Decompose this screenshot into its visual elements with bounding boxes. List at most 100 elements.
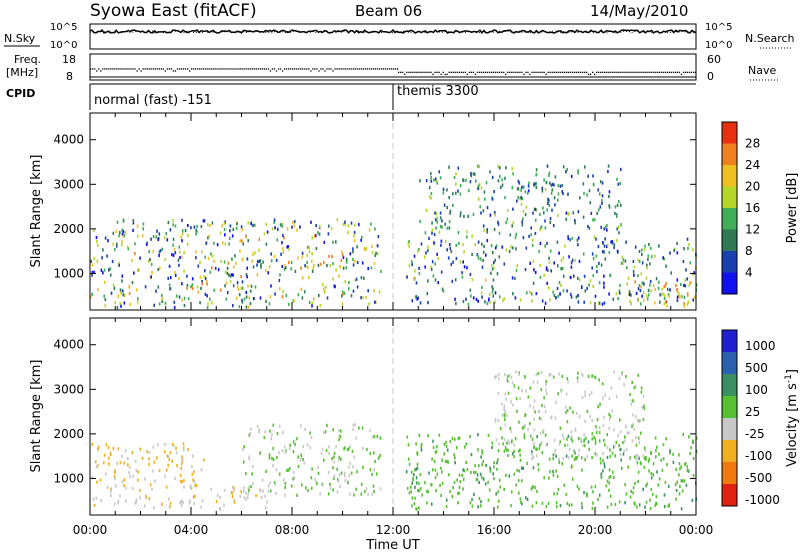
echo-cell [288,247,290,251]
echo-cell [576,379,579,383]
freq-dot [249,68,251,70]
echo-cell [267,271,269,275]
echo-cell [122,293,125,297]
echo-cell [97,447,99,451]
echo-cell [576,238,579,242]
echo-cell [170,287,172,291]
echo-cell [144,504,146,508]
echo-cell [579,196,581,200]
echo-cell [108,268,110,272]
echo-cell [372,435,374,439]
echo-cell [321,447,324,451]
echo-cell [121,480,124,484]
echo-cell [178,245,181,249]
echo-cell [232,485,234,489]
echo-cell [374,253,377,257]
echo-cell [342,222,345,226]
echo-cell [543,396,545,400]
echo-cell [161,299,163,303]
echo-cell [654,301,656,305]
echo-cell [445,505,448,509]
echo-cell [594,452,597,456]
echo-cell [604,257,607,261]
echo-cell [108,456,110,460]
echo-cell [206,306,209,310]
echo-cell [562,165,565,169]
time-tick-label: 20:00 [578,523,613,537]
freq-dot [424,71,426,73]
echo-cell [622,452,625,456]
echo-cell [256,424,259,429]
echo-cell [181,239,183,243]
echo-cell [249,301,252,306]
echo-cell [435,449,438,453]
echo-cell [315,234,317,238]
echo-cell [495,244,498,248]
echo-cell [200,468,203,472]
freq-dot [372,68,375,70]
echo-cell [466,230,468,234]
echo-cell [592,183,595,187]
echo-cell [558,251,560,255]
echo-cell [583,444,586,448]
freq-dot [575,71,578,73]
echo-cell [687,469,690,473]
echo-cell [467,214,469,218]
echo-cell [125,486,127,490]
echo-cell [245,497,247,501]
echo-cell [344,220,346,224]
echo-cell [668,503,671,507]
echo-cell [360,238,362,242]
freq-dot [406,71,408,73]
echo-cell [448,196,450,200]
echo-cell [170,276,172,280]
echo-cell [555,505,558,509]
power-colorbar-swatches [722,122,737,295]
echo-cell [410,490,412,494]
echo-cell [615,395,618,399]
echo-cell [573,274,575,278]
echo-cell [574,428,577,432]
echo-cell [534,485,536,490]
echo-cell [308,250,311,254]
echo-cell [475,179,477,183]
echo-cell [371,472,373,477]
echo-cell [121,228,123,232]
echo-cell [620,261,623,265]
echo-cell [341,290,344,294]
echo-cell [521,479,523,483]
freq-dot [269,70,272,72]
freq-dot [497,71,499,73]
echo-cell [603,438,605,442]
freq-dot [312,68,314,70]
range-tick-label: 4000 [53,133,84,147]
echo-cell [635,457,638,461]
freq-dot [158,68,160,70]
echo-cell [628,292,631,296]
echo-cell [636,418,639,422]
echo-cell [676,290,679,294]
echo-cell [361,235,363,239]
colorbar-label: -1000 [745,493,780,507]
echo-cell [428,186,431,190]
echo-cell [248,457,251,461]
freq-dot [116,68,118,70]
echo-cell [535,168,538,172]
echo-cell [175,446,177,450]
echo-cell [206,279,208,283]
echo-cell [117,261,120,265]
echo-cell [539,241,542,246]
echo-cell [524,413,527,417]
echo-cell [606,505,609,509]
echo-cell [496,467,498,471]
echo-cell [193,495,195,499]
echo-cell [643,456,646,460]
echo-cell [457,166,460,170]
echo-cell [119,494,121,498]
echo-cell [110,487,112,491]
echo-cell [577,294,579,298]
freq-dot [466,73,468,75]
echo-cell [258,248,260,252]
echo-cell [493,477,495,481]
echo-cell [297,256,299,260]
